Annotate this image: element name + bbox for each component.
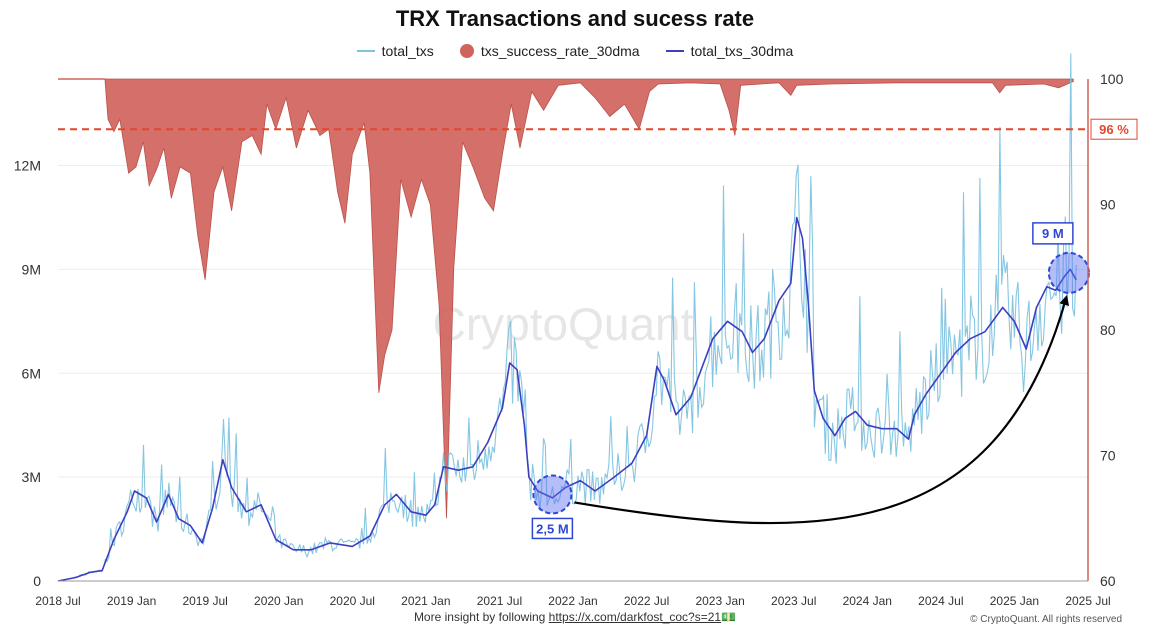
footer-emoji-icon: 💵 <box>721 610 737 624</box>
total-txs-line <box>57 53 1077 582</box>
x-tick-label: 2020 Jul <box>330 594 375 608</box>
axes: 0 3M 6M 9M 12M 60 70 80 90 100 2018 Jul 2019 Jan 201… <box>14 71 1124 608</box>
y-left-tick-label: 3M <box>22 469 41 485</box>
total-txs-layer <box>57 53 1077 582</box>
annotation-arrow <box>574 295 1070 525</box>
footer-link[interactable]: https://x.com/darkfost_coc?s=21 <box>548 610 722 624</box>
annotation-label-high: 9 M <box>1042 226 1064 241</box>
y-left-tick-label: 6M <box>22 365 41 381</box>
x-tick-label: 2022 Jan <box>548 594 597 608</box>
y-right-tick-label: 100 <box>1100 71 1124 87</box>
x-tick-label: 2023 Jan <box>695 594 744 608</box>
total-txs-30dma-layer <box>57 216 1077 582</box>
legend-label: txs_success_rate_30dma <box>480 43 640 59</box>
legend-item-success-rate[interactable]: txs_success_rate_30dma <box>459 43 640 59</box>
gridlines: CryptoQuant <box>58 165 1088 478</box>
legend-swatch-line-icon <box>665 50 684 52</box>
annotation-circle-low <box>532 474 573 515</box>
watermark-text: CryptoQuant <box>433 298 694 350</box>
y-right-tick-label: 70 <box>1100 448 1116 464</box>
total-txs-30dma-line <box>57 216 1077 582</box>
annotation-box-high <box>1032 222 1074 245</box>
success-rate-area-layer <box>58 78 1074 519</box>
x-tick-label: 2024 Jan <box>843 594 892 608</box>
x-tick-label: 2025 Jul <box>1065 594 1110 608</box>
reference-line-layer: 96 % <box>58 118 1138 140</box>
annotation-label-low: 2,5 M <box>536 521 569 536</box>
footer-prefix: More insight by following <box>413 610 549 624</box>
annotation-circle-high <box>1047 251 1090 294</box>
chart-title: TRX Transactions and sucess rate <box>395 6 755 31</box>
copyright: © CryptoQuant. All rights reserved <box>970 614 1122 625</box>
x-tick-label: 2021 Jan <box>401 594 450 608</box>
x-tick-label: 2018 Jul <box>35 594 80 608</box>
x-tick-label: 2023 Jul <box>771 594 816 608</box>
y-right-tick-label: 60 <box>1100 573 1116 589</box>
x-tick-label: 2024 Jul <box>918 594 963 608</box>
legend-label: total_txs <box>381 43 434 59</box>
x-tick-label: 2021 Jul <box>477 594 522 608</box>
y-left-tick-label: 9M <box>22 261 41 277</box>
success-rate-area <box>104 78 1074 519</box>
x-tick-label: 2025 Jan <box>990 594 1039 608</box>
footer: More insight by following https://x.com/… <box>0 610 1150 624</box>
x-tick-label: 2022 Jul <box>624 594 669 608</box>
y-left-tick-label: 0 <box>33 573 41 589</box>
legend-swatch-dot-icon <box>459 44 474 58</box>
annotation-box-low <box>531 517 574 540</box>
y-right-tick-label: 90 <box>1100 197 1116 213</box>
legend-item-total-txs-30dma[interactable]: total_txs_30dma <box>665 43 794 59</box>
legend-label: total_txs_30dma <box>690 43 794 59</box>
x-tick-label: 2020 Jan <box>254 594 303 608</box>
reference-label: 96 % <box>1099 122 1129 137</box>
legend-swatch-line-icon <box>356 50 375 52</box>
annotation-layer: 2,5 M 9 M <box>531 222 1090 540</box>
legend: total_txs txs_success_rate_30dma total_t… <box>0 43 1150 59</box>
x-tick-label: 2019 Jan <box>107 594 156 608</box>
x-tick-label: 2019 Jul <box>182 594 227 608</box>
y-left-tick-label: 12M <box>14 158 41 174</box>
reference-label-box <box>1090 118 1138 140</box>
legend-item-total-txs[interactable]: total_txs <box>356 43 434 59</box>
y-right-tick-label: 80 <box>1100 322 1116 338</box>
